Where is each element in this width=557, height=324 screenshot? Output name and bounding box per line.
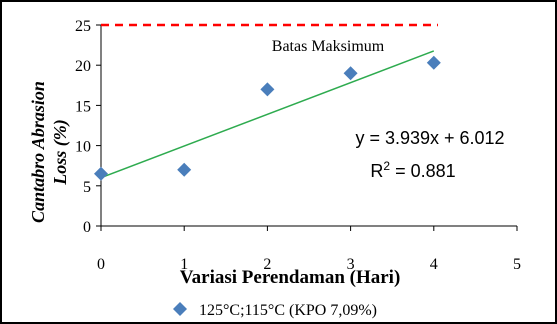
x-tick-label: 0: [97, 256, 105, 273]
data-point: [94, 166, 108, 181]
y-axis-title-line2: Loss (%): [50, 119, 71, 186]
x-tick-label: 3: [347, 256, 355, 273]
data-point: [426, 55, 441, 70]
data-point: [343, 66, 358, 81]
data-point: [177, 162, 192, 177]
x-tick-label: 1: [180, 256, 188, 273]
y-tick-label: 25: [75, 18, 91, 35]
y-tick-label: 10: [75, 139, 91, 156]
x-tick-label: 5: [513, 256, 521, 273]
x-tick-label: 4: [430, 256, 438, 273]
y-axis-title: Cantabro Abrasion Loss (%): [28, 81, 71, 223]
data-points: [94, 55, 441, 181]
data-point: [260, 82, 275, 97]
y-axis-ticks: 0 5 10 15 20 25: [75, 18, 101, 236]
limit-label: Batas Maksimum: [272, 38, 385, 55]
legend-label: 125°C;115°C (KPO 7,09%): [199, 302, 377, 319]
r2-superscript: 2: [383, 159, 390, 173]
r2-label: R: [370, 161, 383, 181]
y-tick-label: 20: [75, 58, 91, 75]
legend: 125°C;115°C (KPO 7,09%): [173, 302, 377, 319]
y-tick-label: 5: [83, 179, 91, 196]
x-tick-label: 2: [263, 256, 271, 273]
y-axis-title-line1: Cantabro Abrasion: [28, 81, 48, 223]
trendline: [100, 50, 435, 179]
r2-value: = 0.881: [390, 161, 456, 181]
y-tick-label: 15: [75, 98, 91, 115]
legend-marker-diamond: [173, 302, 187, 316]
trendline-equation: y = 3.939x + 6.012: [355, 128, 504, 148]
trendline-r2: R2 = 0.881: [370, 159, 455, 181]
y-tick-label: 0: [83, 219, 91, 236]
x-axis-title: Variasi Perendaman (Hari): [180, 267, 401, 288]
x-axis-ticks: 0 1 2 3 4 5: [97, 226, 521, 273]
